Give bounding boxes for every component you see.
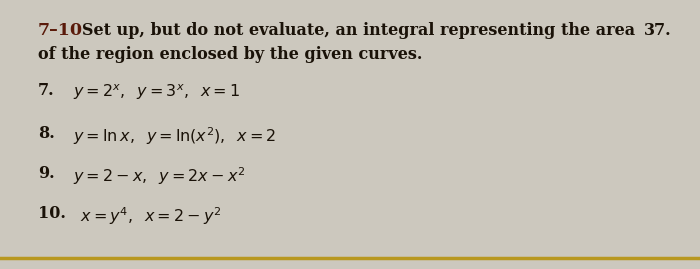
Text: 8.: 8.	[38, 125, 55, 142]
Text: Set up, but do not evaluate, an integral representing the area: Set up, but do not evaluate, an integral…	[82, 22, 635, 39]
Text: 10.: 10.	[38, 205, 66, 222]
Text: $x = y^4,\;\; x = 2 - y^2$: $x = y^4,\;\; x = 2 - y^2$	[80, 205, 221, 227]
Text: 7–10: 7–10	[38, 22, 83, 39]
Text: of the region enclosed by the given curves.: of the region enclosed by the given curv…	[38, 46, 422, 63]
Text: $y = \ln x,\;\; y = \ln(x^2),\;\; x = 2$: $y = \ln x,\;\; y = \ln(x^2),\;\; x = 2$	[73, 125, 276, 147]
Text: $y = 2 - x,\;\; y = 2x - x^2$: $y = 2 - x,\;\; y = 2x - x^2$	[73, 165, 245, 187]
Text: 37.: 37.	[645, 22, 672, 39]
Text: 9.: 9.	[38, 165, 55, 182]
Text: $y = 2^x,\;\; y = 3^x,\;\; x = 1$: $y = 2^x,\;\; y = 3^x,\;\; x = 1$	[73, 82, 240, 102]
Text: 7.: 7.	[38, 82, 55, 99]
